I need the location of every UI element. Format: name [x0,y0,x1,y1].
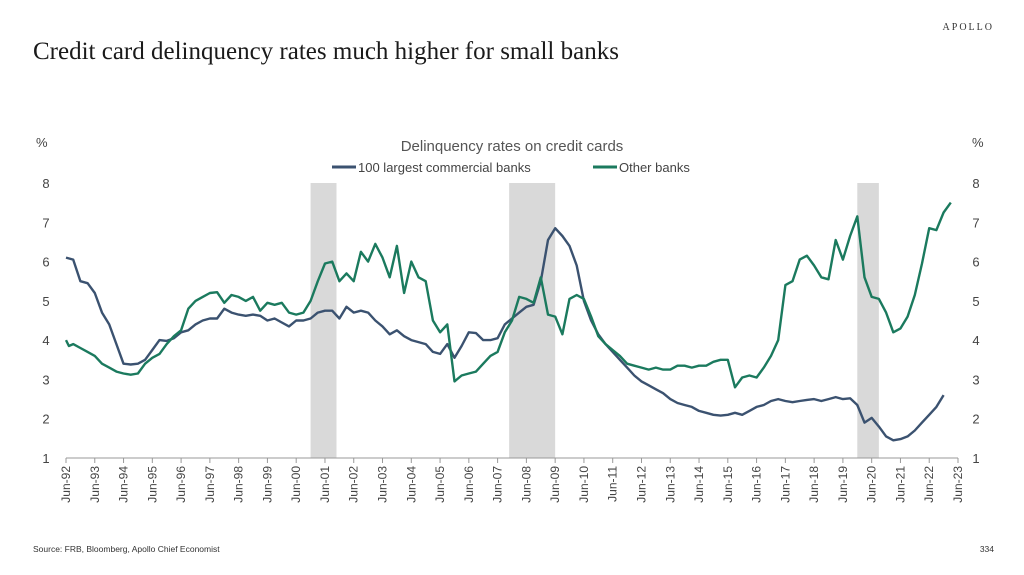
y-tick-label-right: 7 [972,215,979,230]
page-number: 334 [979,544,994,554]
y-tick-label-right: 5 [972,294,979,309]
x-tick-label: Jun-12 [634,466,648,503]
x-tick-label: Jun-15 [721,466,735,503]
y-tick-label-right: 6 [972,255,979,270]
legend-label: Other banks [619,160,690,175]
y-axis-right: 1 2 3 4 5 6 7 8 [972,176,979,466]
x-tick-label: Jun-98 [232,466,246,503]
x-tick-label: Jun-14 [692,466,706,503]
brand-logo-text: APOLLO [942,22,994,33]
x-axis: Jun-92 Jun-93 Jun-94 Jun-95 Jun-96 Jun-97 Jun-… [59,458,965,503]
y-tick-label-left: 5 [42,294,49,309]
x-tick-label: Jun-97 [203,466,217,503]
page-title: Credit card delinquency rates much highe… [33,38,619,65]
series-line-100-largest-commercial-banks [65,227,945,442]
x-tick-label: Jun-06 [462,466,476,503]
legend: 100 largest commercial banks Other banks [332,160,690,175]
y-axis-right-label: % [972,135,984,150]
x-tick-label: Jun-05 [433,466,447,503]
x-tick-label: Jun-95 [145,466,159,503]
y-tick-label-left: 7 [42,215,49,230]
x-tick-label: Jun-02 [347,466,361,503]
y-tick-label-left: 2 [42,412,49,427]
x-tick-label: Jun-13 [663,466,677,503]
x-tick-label: Jun-96 [174,466,188,503]
y-axis-left: 1 2 3 4 5 6 7 8 [42,176,49,466]
x-tick-label: Jun-21 [893,466,907,503]
series-lines [64,201,952,442]
y-axis-left-label: % [36,135,48,150]
y-tick-label-left: 3 [42,372,49,387]
legend-label: 100 largest commercial banks [358,160,531,175]
y-tick-label-left: 8 [42,176,49,191]
recession-band [509,183,556,458]
recession-band [310,183,337,458]
x-tick-label: Jun-07 [491,466,505,503]
x-tick-label: Jun-22 [922,466,936,503]
x-tick-label: Jun-11 [606,466,620,502]
x-tick-label: Jun-18 [807,466,821,503]
x-tick-label: Jun-23 [951,466,965,503]
x-tick-label: Jun-93 [88,466,102,503]
x-tick-label: Jun-01 [318,466,332,503]
x-tick-label: Jun-04 [404,466,418,503]
y-tick-label-right: 3 [972,372,979,387]
y-tick-label-right: 1 [972,451,979,466]
y-tick-label-right: 8 [972,176,979,191]
y-tick-label-right: 4 [972,333,979,348]
x-tick-label: Jun-03 [376,466,390,503]
y-tick-label-left: 6 [42,255,49,270]
x-tick-label: Jun-20 [865,466,879,503]
source-note: Source: FRB, Bloomberg, Apollo Chief Eco… [33,544,220,554]
y-tick-label-left: 4 [42,333,49,348]
x-tick-label: Jun-10 [577,466,591,503]
chart-title: Delinquency rates on credit cards [401,138,624,155]
x-tick-label: Jun-19 [836,466,850,503]
x-tick-label: Jun-92 [59,466,73,503]
x-tick-label: Jun-99 [260,466,274,503]
x-tick-label: Jun-00 [289,466,303,503]
series-line-other-banks [64,201,952,389]
x-tick-label: Jun-08 [519,466,533,503]
x-tick-label: Jun-09 [548,466,562,503]
recession-bands [310,183,879,458]
y-tick-label-right: 2 [972,412,979,427]
x-tick-label: Jun-17 [778,466,792,503]
recession-band [857,183,879,458]
x-tick-label: Jun-16 [750,466,764,503]
y-tick-label-left: 1 [42,451,49,466]
x-tick-label: Jun-94 [117,466,131,503]
